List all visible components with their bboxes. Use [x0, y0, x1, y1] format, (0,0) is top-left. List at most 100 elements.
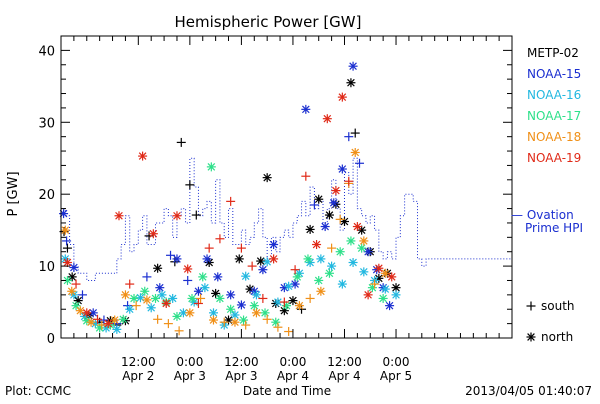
data-point [320, 222, 330, 232]
data-point [337, 279, 347, 289]
data-point [196, 293, 206, 303]
data-point [183, 275, 193, 285]
ovation-legend-line2: Prime HPI [525, 221, 583, 235]
data-point [314, 275, 324, 285]
data-series [59, 61, 401, 337]
data-point [60, 225, 70, 235]
data-point [256, 256, 266, 266]
data-point [172, 254, 182, 264]
data-point [335, 214, 345, 224]
data-point [155, 283, 165, 293]
data-point [174, 326, 184, 336]
data-point [292, 272, 302, 282]
legend-entry: METP-02 [527, 46, 579, 60]
symbol-legend-north: north [526, 330, 573, 344]
legend-entry: NOAA-19 [527, 151, 581, 165]
data-point [215, 293, 225, 303]
data-point [226, 196, 236, 206]
data-point [185, 308, 195, 318]
data-point [309, 200, 319, 210]
data-point [200, 283, 210, 293]
data-point [290, 265, 300, 275]
data-point [157, 290, 167, 300]
ovation-legend: — Ovation Prime HPI [511, 208, 583, 235]
series-noaa-19 [62, 92, 397, 329]
legend-entry: NOAA-15 [527, 67, 581, 81]
data-point [314, 194, 324, 204]
data-point [339, 217, 349, 227]
x-tick-label-time: 0:00 [383, 355, 410, 369]
data-point [59, 209, 69, 219]
data-point [129, 293, 139, 303]
data-point [241, 320, 251, 330]
data-point [391, 290, 401, 300]
data-point [284, 281, 294, 291]
data-point [262, 314, 272, 324]
data-point [125, 279, 135, 289]
data-point [357, 243, 367, 253]
data-point [193, 298, 203, 308]
data-point [204, 243, 214, 253]
y-tick-label: 0 [47, 332, 55, 347]
series-noaa-15 [59, 61, 395, 329]
x-tick-label-time: 12:00 [121, 355, 156, 369]
data-point [208, 308, 218, 318]
data-point [359, 236, 369, 246]
x-tick-label-date: Apr 3 [174, 369, 206, 383]
data-point [260, 308, 270, 318]
data-point [355, 158, 365, 168]
data-point [288, 296, 298, 306]
data-point [236, 243, 246, 253]
data-point [153, 314, 163, 324]
data-point [279, 297, 289, 307]
x-tick-label-date: Apr 4 [277, 369, 309, 383]
data-point [273, 322, 283, 332]
data-point [193, 286, 203, 296]
data-point [140, 286, 150, 296]
data-point [67, 272, 77, 282]
data-point [211, 288, 221, 298]
data-point [230, 310, 240, 320]
data-point [172, 311, 182, 321]
data-point [305, 224, 315, 234]
data-point [153, 263, 163, 273]
data-point [359, 267, 369, 277]
data-point [344, 176, 354, 186]
data-point [185, 180, 195, 190]
data-point [337, 92, 347, 102]
data-point [114, 211, 124, 221]
data-point [131, 301, 141, 311]
x-axis-label: Date and Time [243, 384, 331, 398]
data-point [363, 247, 373, 257]
data-point [75, 306, 85, 316]
data-point [301, 171, 311, 181]
data-point [135, 293, 145, 303]
data-point [316, 254, 326, 264]
data-point [93, 314, 103, 324]
y-tick-label: 30 [38, 116, 55, 131]
data-point [219, 317, 229, 327]
data-point [241, 271, 251, 281]
data-point [378, 293, 388, 303]
data-point [331, 186, 341, 196]
data-point [198, 272, 208, 282]
data-point [146, 303, 156, 313]
data-point [213, 272, 223, 282]
data-point [168, 293, 178, 303]
data-point [67, 286, 77, 296]
data-point [294, 301, 304, 311]
data-point [86, 317, 96, 327]
data-point [118, 314, 128, 324]
data-point [191, 210, 201, 220]
x-tick-label-date: Apr 3 [225, 369, 257, 383]
x-tick-label-date: Apr 5 [380, 369, 412, 383]
data-point [226, 290, 236, 300]
data-point [62, 258, 72, 267]
data-point [346, 78, 356, 88]
data-point [163, 319, 173, 329]
data-point [327, 261, 337, 271]
data-point [370, 279, 380, 289]
data-point [391, 283, 401, 293]
